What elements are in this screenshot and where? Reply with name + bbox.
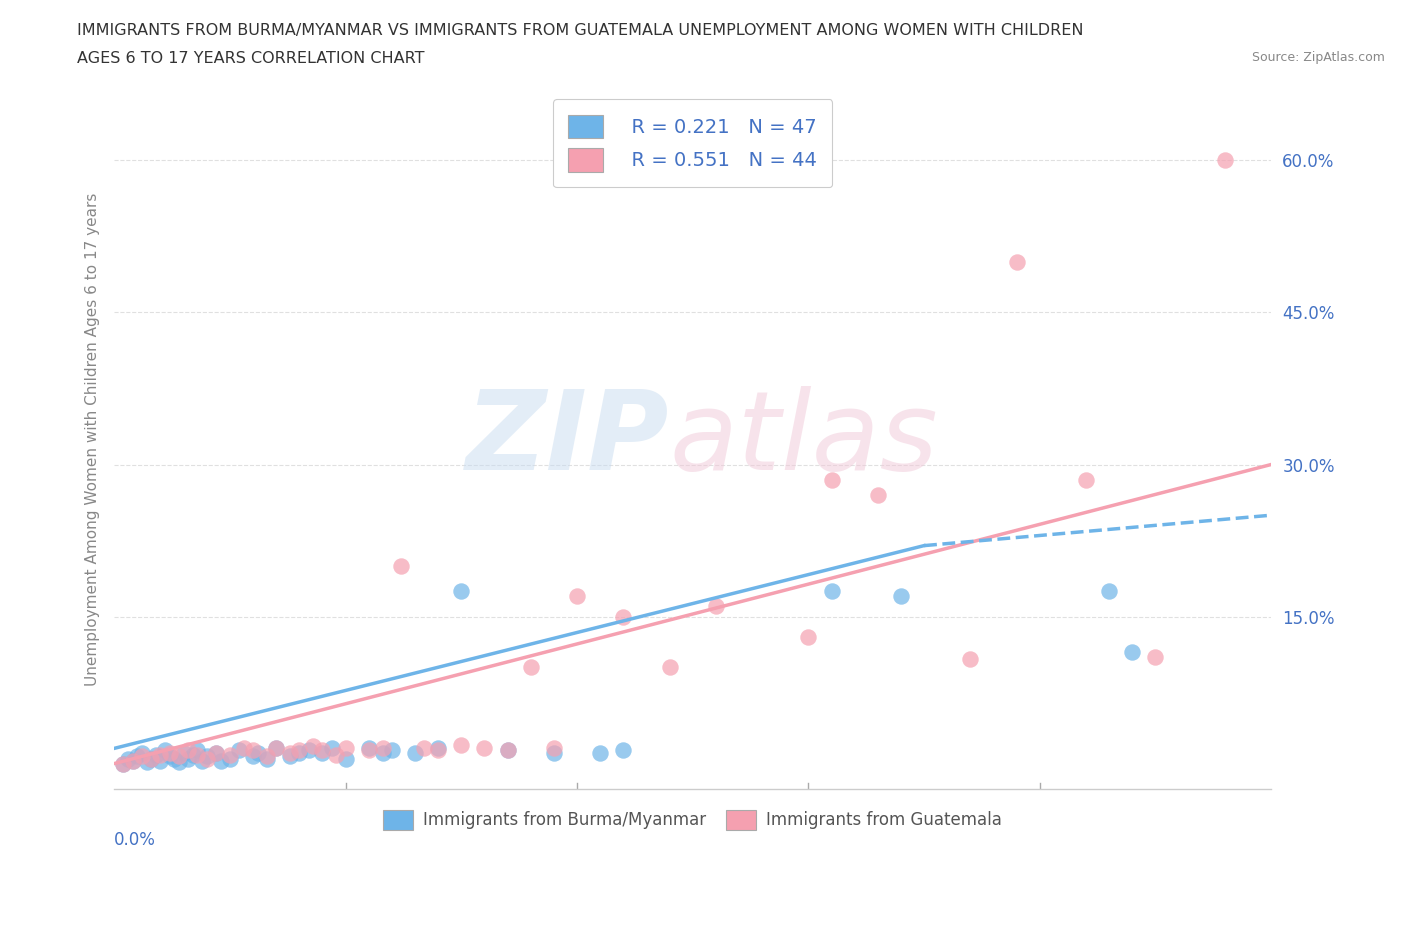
Point	[145, 748, 167, 763]
Point	[167, 754, 190, 769]
Point	[121, 753, 143, 768]
Point	[1213, 153, 1236, 167]
Point	[167, 749, 190, 764]
Point	[474, 741, 496, 756]
Point	[131, 746, 153, 761]
Point	[311, 746, 333, 761]
Point	[256, 751, 278, 766]
Point	[797, 630, 820, 644]
Point	[149, 753, 172, 768]
Text: Source: ZipAtlas.com: Source: ZipAtlas.com	[1251, 51, 1385, 64]
Point	[543, 746, 565, 761]
Point	[297, 743, 319, 758]
Point	[278, 749, 301, 764]
Point	[890, 589, 912, 604]
Point	[1098, 584, 1121, 599]
Point	[181, 748, 204, 763]
Legend: Immigrants from Burma/Myanmar, Immigrants from Guatemala: Immigrants from Burma/Myanmar, Immigrant…	[377, 803, 1010, 837]
Point	[1005, 254, 1028, 269]
Point	[389, 558, 412, 573]
Point	[704, 599, 727, 614]
Point	[173, 746, 195, 761]
Point	[1121, 644, 1143, 659]
Point	[153, 743, 176, 758]
Point	[191, 753, 214, 768]
Text: AGES 6 TO 17 YEARS CORRELATION CHART: AGES 6 TO 17 YEARS CORRELATION CHART	[77, 51, 425, 66]
Point	[228, 743, 250, 758]
Y-axis label: Unemployment Among Women with Children Ages 6 to 17 years: Unemployment Among Women with Children A…	[86, 193, 100, 685]
Point	[186, 743, 208, 758]
Point	[159, 749, 181, 764]
Point	[121, 753, 143, 768]
Point	[357, 743, 380, 758]
Point	[112, 756, 135, 771]
Point	[219, 751, 242, 766]
Point	[177, 743, 200, 758]
Point	[866, 487, 889, 502]
Point	[163, 751, 186, 766]
Point	[205, 746, 228, 761]
Point	[264, 741, 287, 756]
Point	[565, 589, 588, 604]
Text: IMMIGRANTS FROM BURMA/MYANMAR VS IMMIGRANTS FROM GUATEMALA UNEMPLOYMENT AMONG WO: IMMIGRANTS FROM BURMA/MYANMAR VS IMMIGRA…	[77, 23, 1084, 38]
Point	[195, 749, 218, 764]
Point	[264, 741, 287, 756]
Point	[278, 746, 301, 761]
Point	[141, 751, 163, 766]
Point	[186, 748, 208, 763]
Point	[335, 751, 357, 766]
Point	[959, 652, 981, 667]
Point	[371, 741, 394, 756]
Point	[335, 741, 357, 756]
Point	[321, 741, 343, 756]
Point	[311, 743, 333, 758]
Point	[1074, 472, 1097, 487]
Point	[381, 743, 404, 758]
Point	[135, 754, 157, 769]
Point	[450, 737, 472, 752]
Point	[427, 741, 450, 756]
Point	[177, 751, 200, 766]
Point	[413, 741, 436, 756]
Point	[357, 741, 380, 756]
Point	[117, 751, 139, 766]
Point	[543, 741, 565, 756]
Point	[302, 739, 325, 754]
Point	[612, 609, 634, 624]
Point	[195, 751, 218, 766]
Text: atlas: atlas	[669, 386, 938, 493]
Point	[242, 743, 264, 758]
Point	[496, 743, 519, 758]
Point	[205, 746, 228, 761]
Point	[141, 751, 163, 766]
Point	[1144, 650, 1167, 665]
Point	[820, 584, 842, 599]
Point	[288, 746, 311, 761]
Point	[496, 743, 519, 758]
Text: 0.0%: 0.0%	[114, 830, 156, 849]
Point	[658, 660, 681, 675]
Point	[519, 660, 541, 675]
Point	[219, 748, 242, 763]
Point	[159, 746, 181, 761]
Point	[209, 753, 232, 768]
Point	[612, 743, 634, 758]
Point	[450, 584, 472, 599]
Point	[427, 743, 450, 758]
Point	[325, 748, 347, 763]
Point	[127, 749, 149, 764]
Point	[589, 746, 612, 761]
Text: ZIP: ZIP	[465, 386, 669, 493]
Point	[112, 756, 135, 771]
Point	[820, 472, 842, 487]
Point	[256, 749, 278, 764]
Point	[232, 741, 254, 756]
Point	[404, 746, 426, 761]
Point	[246, 746, 269, 761]
Point	[149, 748, 172, 763]
Point	[131, 749, 153, 764]
Point	[242, 749, 264, 764]
Point	[371, 746, 394, 761]
Point	[288, 743, 311, 758]
